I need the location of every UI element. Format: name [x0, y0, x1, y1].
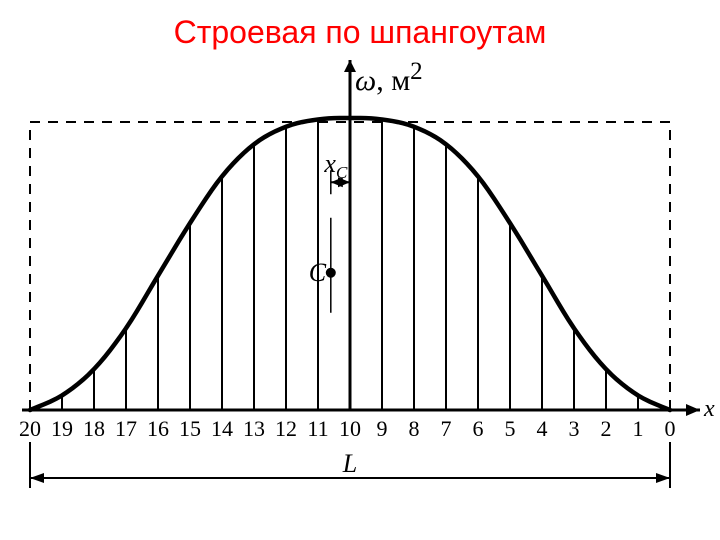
diagram-title: Строевая по шпангоутам [0, 14, 720, 51]
station-label: 16 [147, 416, 169, 441]
station-label: 19 [51, 416, 73, 441]
station-label: 2 [601, 416, 612, 441]
x-axis-label: x [703, 396, 715, 422]
L-arrow-left-icon [30, 473, 44, 483]
station-label: 3 [569, 416, 580, 441]
x-axis-arrow-icon [686, 404, 700, 416]
station-label: 14 [211, 416, 233, 441]
L-label: L [342, 449, 357, 478]
station-label: 6 [473, 416, 484, 441]
station-label: 10 [339, 416, 361, 441]
station-label: 5 [505, 416, 516, 441]
station-label: 15 [179, 416, 201, 441]
station-label: 0 [665, 416, 676, 441]
xc-label: xC [323, 149, 348, 182]
station-label: 18 [83, 416, 105, 441]
centroid-label: C [309, 258, 327, 287]
station-label: 11 [307, 416, 328, 441]
station-label: 4 [537, 416, 548, 441]
station-label: 13 [243, 416, 265, 441]
station-label: 20 [19, 416, 41, 441]
station-label: 17 [115, 416, 137, 441]
L-arrow-right-icon [656, 473, 670, 483]
omega-symbol: ω [355, 64, 376, 97]
station-label: 12 [275, 416, 297, 441]
y-unit-exponent: 2 [410, 58, 423, 85]
station-label: 8 [409, 416, 420, 441]
station-label: 1 [633, 416, 644, 441]
y-unit-prefix: , м [376, 64, 410, 97]
y-axis-label: ω, м2 [355, 58, 423, 98]
station-label: 9 [377, 416, 388, 441]
station-label: 7 [441, 416, 452, 441]
